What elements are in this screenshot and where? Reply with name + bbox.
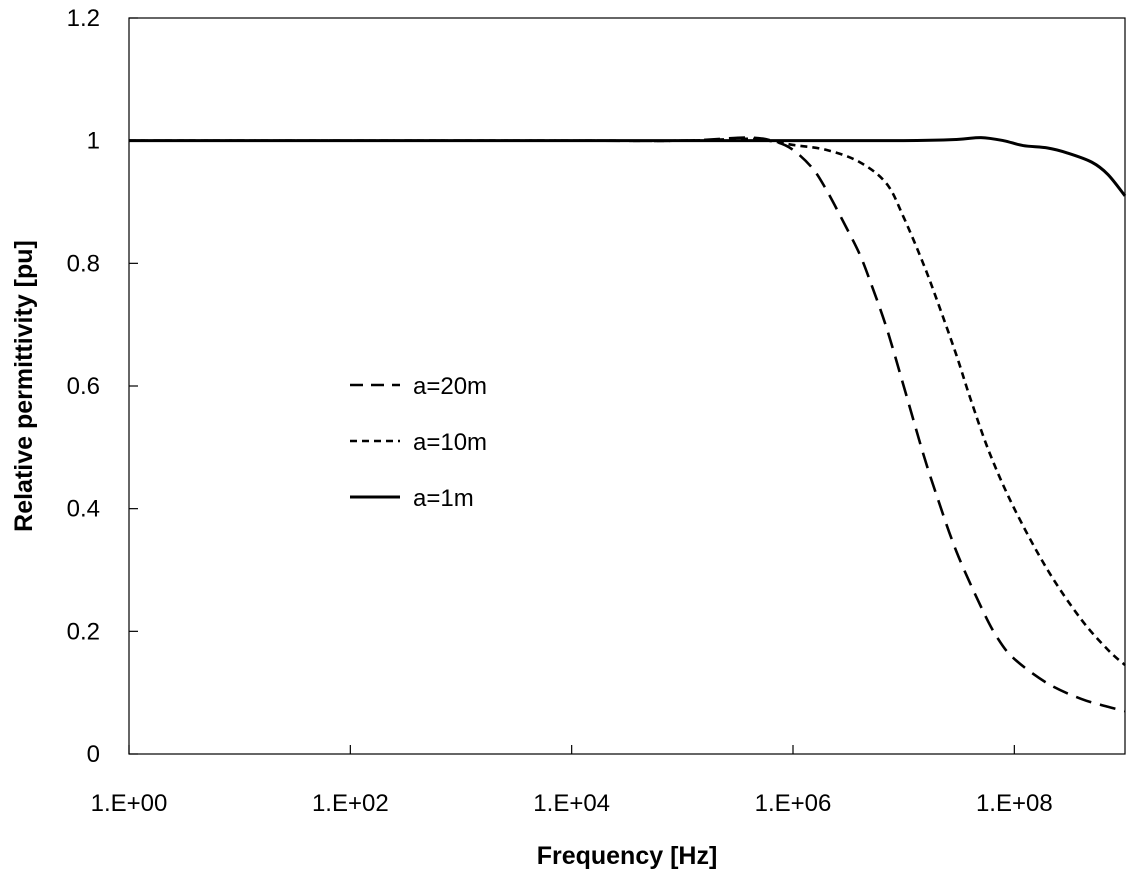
y-axis-title: Relative permittivity [pu] [10, 240, 38, 532]
x-axis-title: Frequency [Hz] [537, 842, 718, 870]
y-tick-label: 0.2 [67, 618, 100, 645]
y-tick-label: 0.6 [67, 373, 100, 400]
x-tick-label: 1.E+06 [755, 790, 832, 817]
series-line-a=10m [129, 137, 1126, 667]
x-tick-label: 1.E+02 [312, 790, 389, 817]
legend: a=20m a=10m a=1m [350, 373, 487, 512]
y-tick-label: 1 [87, 128, 100, 155]
legend-label: a=1m [413, 485, 474, 512]
x-tick-label: 1.E+00 [91, 790, 168, 817]
y-tick-label: 1.2 [67, 5, 100, 32]
y-tick-label: 0.8 [67, 250, 100, 277]
series-line-a=20m [129, 136, 1126, 713]
x-tick-label: 1.E+04 [533, 790, 610, 817]
legend-label: a=10m [413, 429, 487, 456]
series-line-a=1m [129, 136, 1127, 197]
y-tick-label: 0.4 [67, 496, 100, 523]
plot-area [128, 17, 1126, 755]
x-tick-label: 1.E+08 [976, 790, 1053, 817]
y-tick-label: 0 [87, 741, 100, 768]
x-axis-ticks: 1.E+00 1.E+02 1.E+04 1.E+06 1.E+08 [91, 745, 1053, 817]
y-axis-ticks: 0 0.2 0.4 0.6 0.8 1 1.2 [67, 5, 138, 768]
series-lines [129, 136, 1127, 713]
legend-label: a=20m [413, 373, 487, 400]
